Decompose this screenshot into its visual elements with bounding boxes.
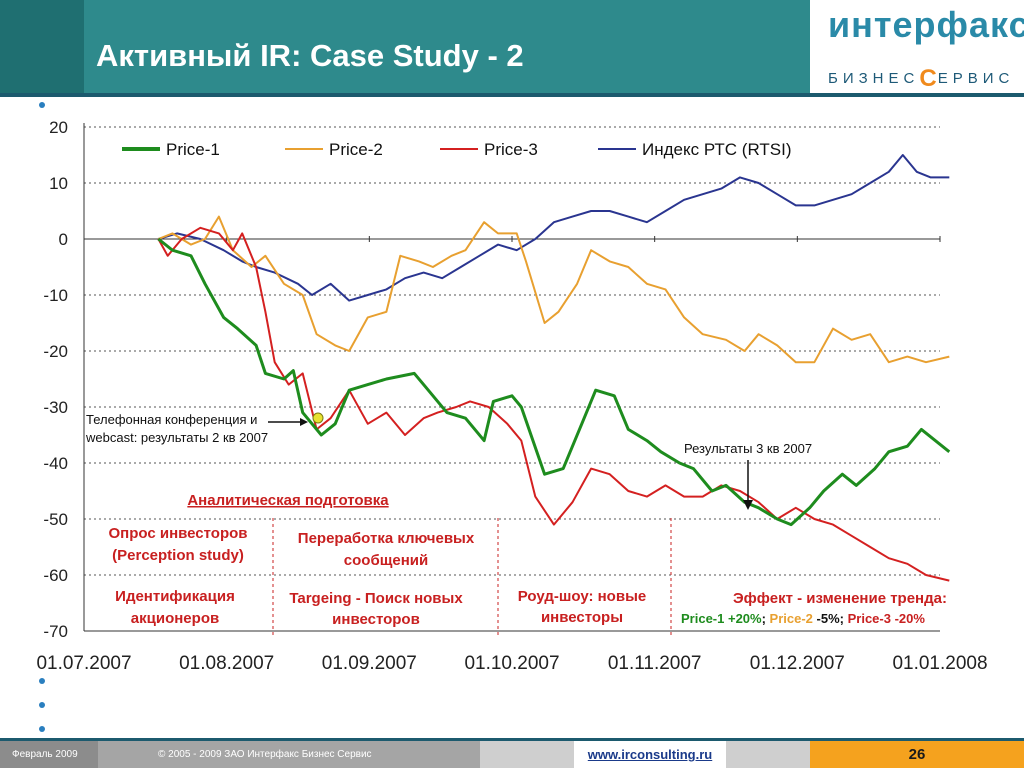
- legend-label: Price-2: [329, 140, 383, 159]
- logo-subtitle: БИЗНЕССЕРВИС: [828, 65, 1015, 92]
- company-logo: интерфакс БИЗНЕССЕРВИС: [810, 0, 1024, 93]
- series-line-1: [157, 237, 951, 527]
- footer-date: Февраль 2009: [0, 741, 98, 768]
- y-tick-label: -70: [43, 622, 68, 641]
- legend-label: Price-1: [166, 140, 220, 159]
- y-tick-label: -40: [43, 454, 68, 473]
- phase-roadshow-line2: инвесторы: [541, 609, 623, 626]
- price-chart: 20 10 0 -10 -20 -30 -40 -50 -60 -70 01.07.2007 01.0…: [36, 118, 987, 674]
- header-divider: [0, 93, 1024, 97]
- phase-targeting-line1: Targeing - Поиск новых: [289, 590, 463, 607]
- y-tick-label: -60: [43, 566, 68, 585]
- footer-website-link[interactable]: www.irconsulting.ru: [574, 741, 726, 768]
- phase-identification-line1: Идентификация: [115, 588, 235, 605]
- x-tick-label: 01.11.2007: [608, 653, 702, 674]
- effect-summary: Price-1 +20%; Price-2 -5%; Price-3 -20%: [681, 611, 925, 626]
- phase-identification-line2: акционеров: [131, 610, 219, 627]
- effect-summary-part: -5%: [813, 611, 840, 626]
- x-tick-label: 01.10.2007: [464, 653, 559, 674]
- series-line-2: [158, 215, 950, 364]
- effect-summary-part: Price-1 +20%: [681, 611, 762, 626]
- page-number: 26: [810, 741, 1024, 768]
- bullet-point: [39, 102, 45, 108]
- legend-label: Индекс РТС (RTSI): [642, 140, 792, 159]
- x-tick-label: 01.09.2007: [322, 653, 417, 674]
- footer-divider: [0, 738, 1024, 741]
- header-accent-block: [0, 0, 84, 93]
- y-tick-label: 0: [59, 230, 68, 249]
- phase-key-messages-line1: Переработка ключевых: [298, 530, 475, 547]
- phase-analytical-prep: Аналитическая подготовка: [187, 492, 389, 509]
- effect-summary-part: ;: [762, 611, 770, 626]
- phase-key-messages-line2: сообщений: [344, 552, 428, 569]
- bullet-point: [39, 702, 45, 708]
- x-tick-label: 01.12.2007: [750, 653, 845, 674]
- annotation-arrowhead: [743, 500, 753, 510]
- effect-title: Эффект - изменение тренда:: [733, 590, 947, 607]
- y-tick-label: 10: [49, 174, 68, 193]
- legend-label: Price-3: [484, 140, 538, 159]
- x-tick-label: 01.01.2008: [892, 653, 987, 674]
- y-tick-label: -30: [43, 398, 68, 417]
- effect-summary-part: Price-2: [770, 611, 813, 626]
- footer-spacer: [480, 741, 574, 768]
- x-tick-label: 01.07.2007: [36, 653, 131, 674]
- phase-roadshow-line1: Роуд-шоу: новые: [518, 588, 646, 605]
- effect-summary-part: Price-3 -20%: [848, 611, 926, 626]
- y-tick-label: -50: [43, 510, 68, 529]
- slide-title: Активный IR: Case Study - 2: [96, 38, 524, 73]
- y-tick-label: -10: [43, 286, 68, 305]
- annotation-arrowhead: [300, 418, 308, 426]
- series-line-4: [158, 154, 950, 302]
- annotation-conference-line2: webcast: результаты 2 кв 2007: [85, 430, 268, 445]
- phase-survey-line1: Опрос инвесторов: [108, 525, 247, 542]
- effect-summary-part: ;: [840, 611, 848, 626]
- series-line-3: [157, 226, 950, 582]
- footer-spacer: [726, 741, 810, 768]
- y-tick-label: -20: [43, 342, 68, 361]
- bullet-point: [39, 726, 45, 732]
- footer-copyright: © 2005 - 2009 ЗАО Интерфакс Бизнес Серви…: [98, 741, 480, 768]
- bullet-point: [39, 678, 45, 684]
- annotation-results3q: Результаты 3 кв 2007: [684, 441, 812, 456]
- y-tick-label: 20: [49, 118, 68, 137]
- event-marker: [312, 412, 324, 424]
- phase-targeting-line2: инвесторов: [332, 611, 420, 628]
- logo-wordmark: интерфакс: [828, 4, 1024, 45]
- x-tick-label: 01.08.2007: [179, 653, 274, 674]
- phase-survey-line2: (Perception study): [112, 547, 244, 564]
- annotation-conference-line1: Телефонная конференция и: [86, 412, 257, 427]
